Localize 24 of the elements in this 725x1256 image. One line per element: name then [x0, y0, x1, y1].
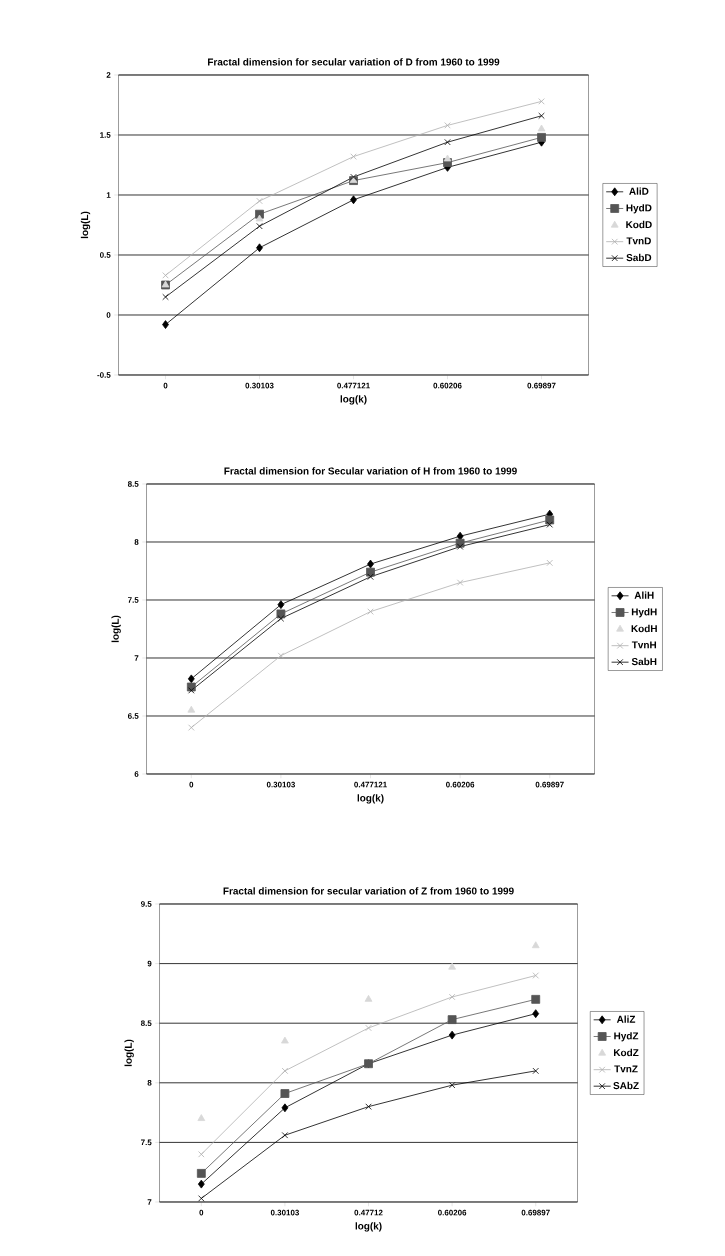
legend-label: KodH: [631, 624, 658, 633]
legend-label: SabH: [632, 657, 657, 666]
y-axis-title: log(L): [81, 211, 91, 239]
legend-label: AliZ: [617, 1015, 636, 1023]
y-axis-title: log(L): [111, 615, 122, 643]
legend-label: HydZ: [614, 1032, 639, 1042]
x-axis-title: log(k): [357, 794, 384, 804]
y-axis-title: log(L): [124, 1039, 135, 1067]
legend-label: KodZ: [614, 1048, 639, 1057]
legend-label: TvnD: [626, 237, 652, 245]
legend-label: SAbZ: [613, 1081, 639, 1090]
legend-label: SabD: [626, 253, 652, 262]
chart-title: Fractal dimension for secular variation of Z from 1960 to 1999: [223, 887, 514, 895]
legend-label: TvnZ: [614, 1065, 638, 1073]
x-axis-title: log(k): [340, 395, 367, 405]
legend-label: AliH: [634, 591, 654, 599]
legend-label: TvnH: [632, 641, 657, 649]
chart-title: Fractal dimension for secular variation of D from 1960 to 1999: [208, 58, 500, 66]
legend-label: HydD: [626, 204, 652, 214]
x-axis-title: log(k): [355, 1222, 382, 1232]
legend-label: HydH: [632, 608, 657, 618]
chart-title: Fractal dimension for Secular variation of H from 1960 to 1999: [224, 467, 518, 475]
legend-label: AliD: [629, 187, 649, 195]
legend-label: KodD: [626, 220, 652, 229]
